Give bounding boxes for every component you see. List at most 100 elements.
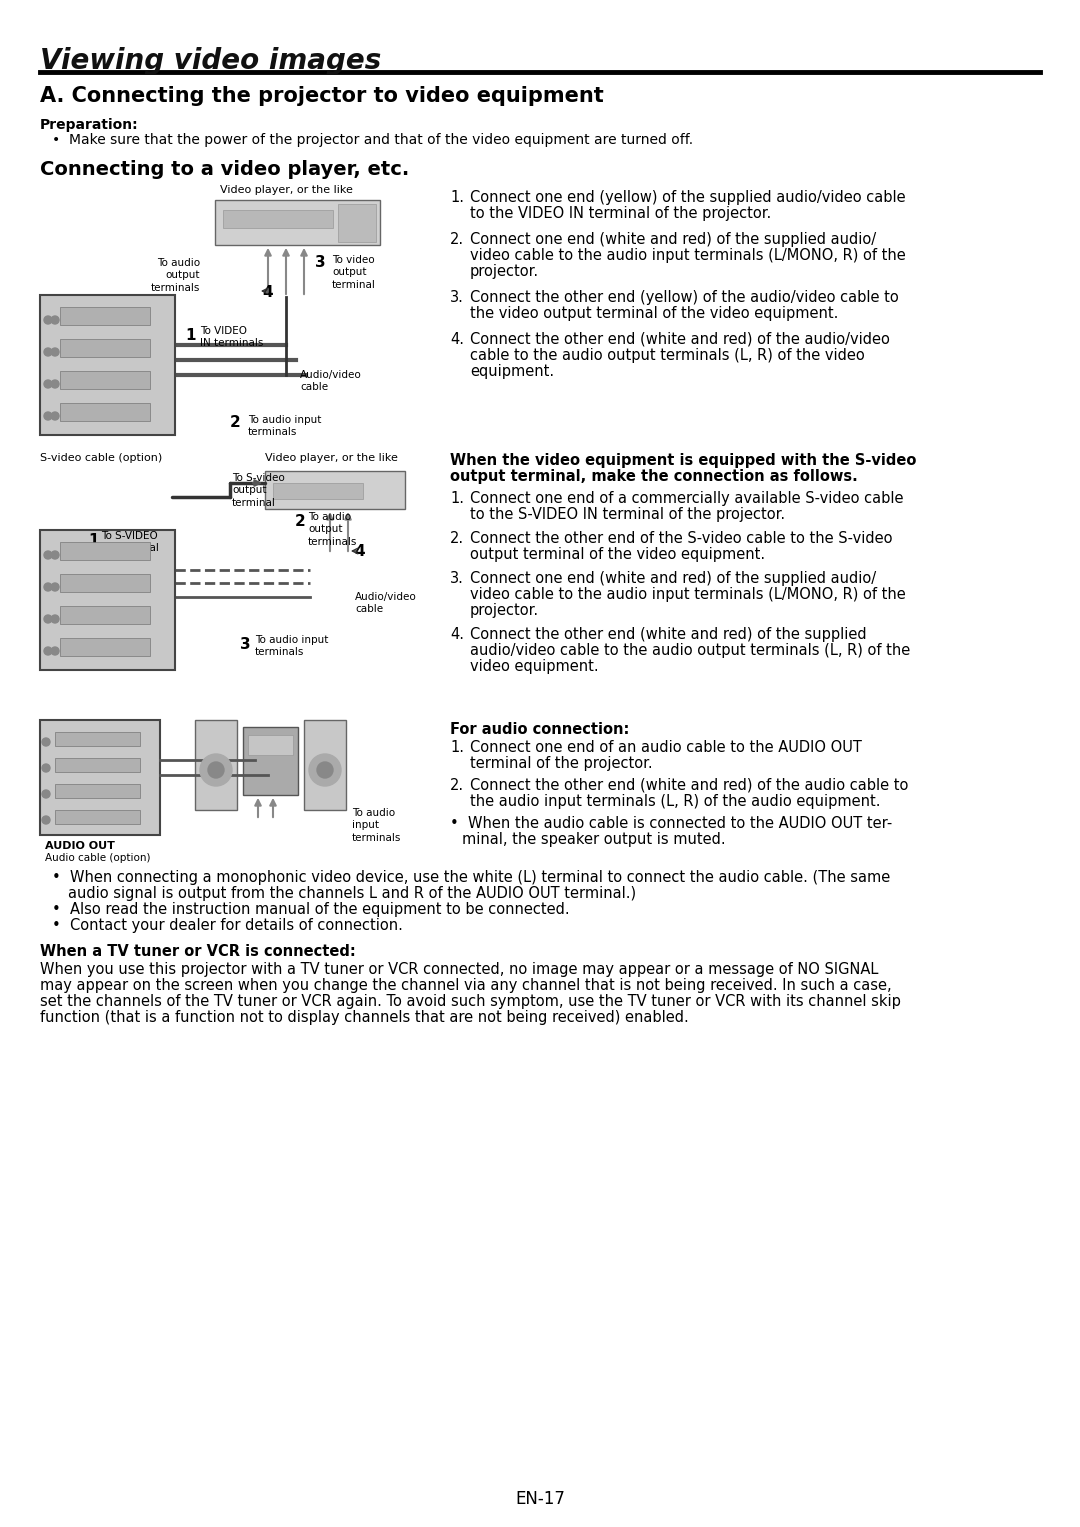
Text: 3: 3 [240, 637, 251, 652]
Text: Audio/video
cable: Audio/video cable [300, 370, 362, 392]
Circle shape [51, 348, 59, 356]
Text: 2.: 2. [450, 777, 464, 793]
Text: A. Connecting the projector to video equipment: A. Connecting the projector to video equ… [40, 86, 604, 105]
Text: •  Contact your dealer for details of connection.: • Contact your dealer for details of con… [52, 918, 403, 933]
Circle shape [51, 412, 59, 420]
Text: To S-video
output
terminal: To S-video output terminal [232, 473, 285, 508]
Circle shape [44, 412, 52, 420]
Circle shape [44, 348, 52, 356]
Text: minal, the speaker output is muted.: minal, the speaker output is muted. [462, 832, 726, 847]
Text: To audio input
terminals: To audio input terminals [255, 635, 328, 658]
Bar [55, 809, 140, 825]
Text: Connect the other end (white and red) of the supplied: Connect the other end (white and red) of… [470, 628, 866, 641]
Text: When a TV tuner or VCR is connected:: When a TV tuner or VCR is connected: [40, 944, 355, 959]
Circle shape [51, 551, 59, 559]
Bar [60, 371, 150, 389]
Circle shape [51, 583, 59, 591]
Bar [60, 638, 150, 657]
Text: 1.: 1. [450, 189, 464, 205]
Text: Video player, or the like: Video player, or the like [265, 454, 397, 463]
Bar [243, 727, 298, 796]
Text: Connect the other end (yellow) of the audio/video cable to: Connect the other end (yellow) of the au… [470, 290, 899, 305]
Text: may appear on the screen when you change the channel via any channel that is not: may appear on the screen when you change… [40, 977, 892, 993]
Bar [40, 530, 175, 670]
Text: •  Make sure that the power of the projector and that of the video equipment are: • Make sure that the power of the projec… [52, 133, 693, 147]
Text: Connect one end (yellow) of the supplied audio/video cable: Connect one end (yellow) of the supplied… [470, 189, 906, 205]
Text: Connecting to a video player, etc.: Connecting to a video player, etc. [40, 160, 409, 179]
Circle shape [42, 789, 50, 799]
Bar [215, 200, 380, 244]
Text: S-video cable (option): S-video cable (option) [40, 454, 162, 463]
Circle shape [42, 764, 50, 773]
Bar [60, 307, 150, 325]
Text: •  When the audio cable is connected to the AUDIO OUT ter-: • When the audio cable is connected to t… [450, 815, 892, 831]
Circle shape [51, 647, 59, 655]
Text: 1: 1 [87, 533, 98, 548]
Text: To audio
output
terminals: To audio output terminals [308, 512, 357, 547]
Text: 3.: 3. [450, 571, 464, 586]
Text: 4: 4 [262, 286, 272, 299]
Text: When you use this projector with a TV tuner or VCR connected, no image may appea: When you use this projector with a TV tu… [40, 962, 878, 977]
Text: To audio input
terminals: To audio input terminals [248, 415, 322, 437]
Text: To video
output
terminal: To video output terminal [332, 255, 376, 290]
Text: projector.: projector. [470, 603, 539, 618]
Bar [60, 339, 150, 357]
Circle shape [51, 316, 59, 324]
Text: 4.: 4. [450, 331, 464, 347]
Text: projector.: projector. [470, 264, 539, 279]
Text: video cable to the audio input terminals (L/MONO, R) of the: video cable to the audio input terminals… [470, 586, 906, 602]
Text: output terminal, make the connection as follows.: output terminal, make the connection as … [450, 469, 858, 484]
Bar [40, 721, 160, 835]
Text: terminal of the projector.: terminal of the projector. [470, 756, 652, 771]
Bar [60, 403, 150, 421]
Text: For audio connection:: For audio connection: [450, 722, 630, 738]
Bar [303, 721, 346, 809]
Text: •  When connecting a monophonic video device, use the white (L) terminal to conn: • When connecting a monophonic video dev… [52, 870, 890, 886]
Text: the video output terminal of the video equipment.: the video output terminal of the video e… [470, 305, 838, 321]
Text: Viewing video images: Viewing video images [40, 47, 381, 75]
Text: equipment.: equipment. [470, 363, 554, 379]
Text: Connect one end of an audio cable to the AUDIO OUT: Connect one end of an audio cable to the… [470, 741, 862, 754]
Text: output terminal of the video equipment.: output terminal of the video equipment. [470, 547, 765, 562]
Circle shape [42, 815, 50, 825]
Text: Audio/video
cable: Audio/video cable [355, 592, 417, 614]
Text: 2: 2 [295, 515, 306, 528]
Circle shape [44, 380, 52, 388]
Circle shape [51, 380, 59, 388]
Text: EN-17: EN-17 [515, 1490, 565, 1509]
Text: Connect the other end (white and red) of the audio cable to: Connect the other end (white and red) of… [470, 777, 908, 793]
Bar [338, 205, 376, 241]
Text: 2.: 2. [450, 232, 464, 247]
Circle shape [309, 754, 341, 786]
Circle shape [318, 762, 333, 777]
Text: audio/video cable to the audio output terminals (L, R) of the: audio/video cable to the audio output te… [470, 643, 910, 658]
Text: AUDIO OUT: AUDIO OUT [45, 841, 114, 851]
Text: 1.: 1. [450, 492, 464, 505]
Circle shape [208, 762, 224, 777]
Text: Connect one end (white and red) of the supplied audio/: Connect one end (white and red) of the s… [470, 571, 876, 586]
Text: to the S-VIDEO IN terminal of the projector.: to the S-VIDEO IN terminal of the projec… [470, 507, 785, 522]
Text: Connect the other end (white and red) of the audio/video: Connect the other end (white and red) of… [470, 331, 890, 347]
Text: to the VIDEO IN terminal of the projector.: to the VIDEO IN terminal of the projecto… [470, 206, 771, 221]
Circle shape [44, 583, 52, 591]
Text: 1.: 1. [450, 741, 464, 754]
Bar [195, 721, 237, 809]
Bar [55, 731, 140, 747]
Circle shape [42, 738, 50, 747]
Text: 4.: 4. [450, 628, 464, 641]
Circle shape [44, 647, 52, 655]
Text: When the video equipment is equipped with the S-video: When the video equipment is equipped wit… [450, 454, 916, 467]
Bar [55, 757, 140, 773]
Text: set the channels of the TV tuner or VCR again. To avoid such symptom, use the TV: set the channels of the TV tuner or VCR … [40, 994, 901, 1009]
Text: video equipment.: video equipment. [470, 660, 598, 673]
Bar [273, 483, 363, 499]
Bar [60, 542, 150, 560]
Circle shape [51, 615, 59, 623]
Text: 3.: 3. [450, 290, 464, 305]
Bar [55, 783, 140, 799]
Text: Connect one end (white and red) of the supplied audio/: Connect one end (white and red) of the s… [470, 232, 876, 247]
Text: Video player, or the like: Video player, or the like [220, 185, 353, 195]
Text: function (that is a function not to display channels that are not being received: function (that is a function not to disp… [40, 1009, 689, 1025]
Text: •  Also read the instruction manual of the equipment to be connected.: • Also read the instruction manual of th… [52, 902, 569, 918]
Bar [265, 470, 405, 508]
